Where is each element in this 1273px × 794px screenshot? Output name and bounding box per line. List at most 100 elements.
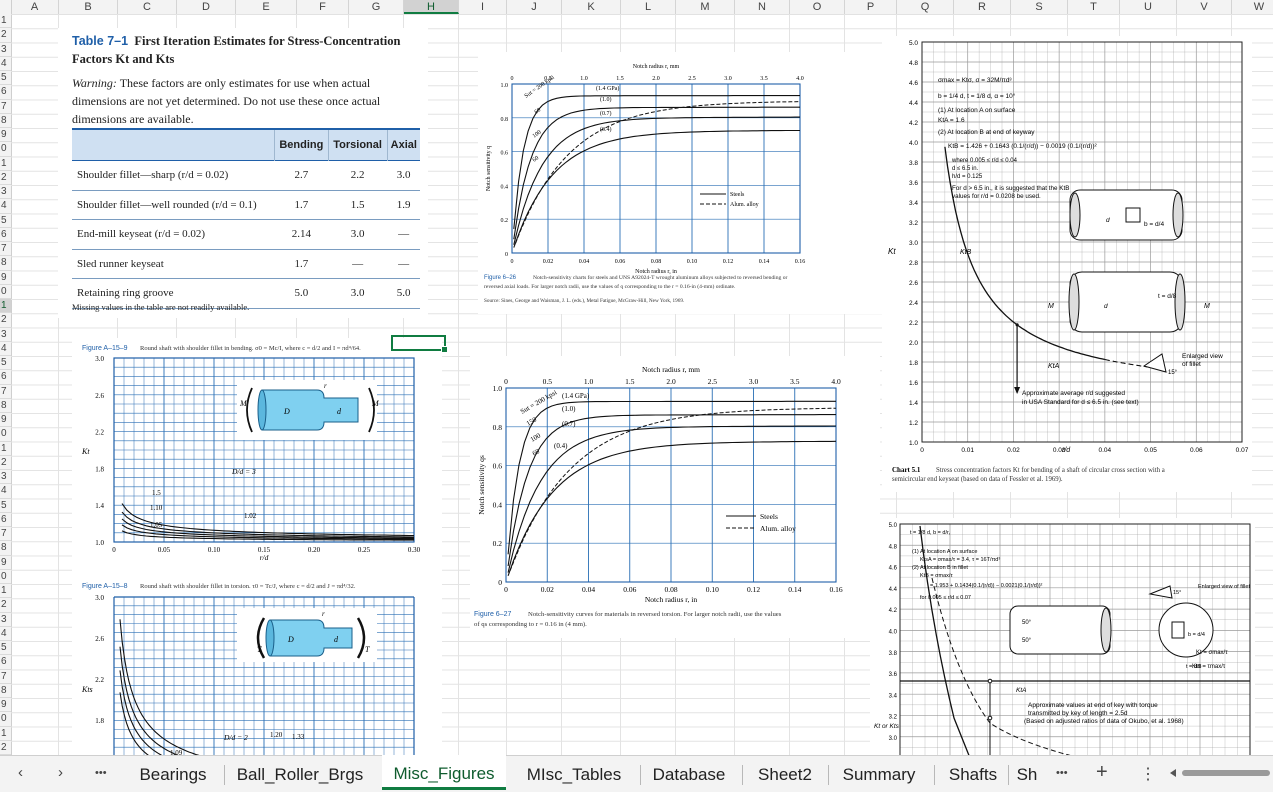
row-header[interactable]: 0 (0, 712, 11, 727)
sheet-tab-misc-figures[interactable]: Misc_Figures (382, 755, 506, 790)
row-header[interactable]: 6 (0, 85, 11, 100)
sheet-tab-database[interactable]: Database (652, 765, 726, 784)
row-header[interactable]: 9 (0, 556, 11, 570)
column-header-t[interactable]: T (1068, 0, 1120, 14)
row-header[interactable]: 8 (0, 256, 11, 271)
row-header[interactable]: 1 (0, 14, 11, 29)
row-header[interactable]: 5 (0, 214, 11, 228)
y-tick-label: 3.0 (889, 736, 898, 742)
row-header[interactable]: 2 (0, 313, 11, 328)
sheet-options-button[interactable]: ⋮ (1140, 766, 1156, 783)
column-header-f[interactable]: F (297, 0, 349, 14)
row-header[interactable]: 4 (0, 342, 11, 356)
row-header[interactable]: 2 (0, 28, 11, 43)
column-header-o[interactable]: O (790, 0, 845, 14)
column-header-v[interactable]: V (1177, 0, 1232, 14)
row-header[interactable]: 0 (0, 142, 11, 157)
scroll-left-arrow-icon[interactable] (1170, 769, 1176, 777)
row-header[interactable]: 0 (0, 285, 11, 299)
sheet-tab-bearings[interactable]: Bearings (139, 765, 207, 784)
column-header-r[interactable]: R (954, 0, 1011, 14)
x-tick-label: 0.04 (582, 585, 595, 594)
row-header[interactable]: 4 (0, 484, 11, 499)
column-header-h[interactable]: H (404, 0, 459, 14)
column-header-q[interactable]: Q (897, 0, 954, 14)
column-header-w[interactable]: W (1232, 0, 1273, 14)
row-header[interactable]: 0 (0, 570, 11, 584)
row-header[interactable]: 6 (0, 228, 11, 242)
sheet-tab-sheet2[interactable]: Sheet2 (758, 765, 812, 784)
row-header[interactable]: 7 (0, 100, 11, 114)
column-header-j[interactable]: J (507, 0, 562, 14)
sheet-tab-summary[interactable]: Summary (842, 765, 916, 784)
select-all-corner[interactable] (0, 0, 12, 14)
table-cell: 2.2 (328, 160, 388, 191)
row-header[interactable]: 3 (0, 470, 11, 485)
row-header[interactable]: 2 (0, 598, 11, 613)
row-header[interactable]: 7 (0, 670, 11, 684)
x-tick-label: 0.04 (579, 259, 590, 265)
row-header[interactable]: 0 (0, 427, 11, 442)
row-header[interactable]: 8 (0, 399, 11, 413)
row-header[interactable]: 3 (0, 43, 11, 57)
row-header[interactable]: 3 (0, 613, 11, 627)
add-sheet-button[interactable]: + (1096, 761, 1108, 783)
row-header[interactable]: 6 (0, 370, 11, 385)
row-header[interactable]: 8 (0, 114, 11, 128)
row-header[interactable]: 8 (0, 684, 11, 698)
column-header-n[interactable]: N (735, 0, 790, 14)
row-header[interactable]: 6 (0, 513, 11, 527)
row-header[interactable]: 1 (0, 442, 11, 456)
scroll-tabs-left-button[interactable]: ‹ (18, 764, 23, 781)
row-header[interactable]: 7 (0, 527, 11, 542)
row-header[interactable]: 8 (0, 541, 11, 556)
column-header-s[interactable]: S (1011, 0, 1068, 14)
more-tabs-left-button[interactable]: ••• (95, 767, 107, 779)
column-header-i[interactable]: I (459, 0, 507, 14)
scroll-tabs-right-button[interactable]: › (58, 764, 63, 781)
row-header[interactable]: 9 (0, 271, 11, 285)
row-header[interactable]: 9 (0, 413, 11, 428)
row-header[interactable]: 4 (0, 57, 11, 71)
column-header-l[interactable]: L (621, 0, 676, 14)
active-cell-selection[interactable] (391, 335, 448, 353)
more-tabs-right-button[interactable]: ••• (1056, 767, 1068, 779)
row-header[interactable]: 1 (0, 584, 11, 599)
row-header[interactable]: 2 (0, 456, 11, 470)
row-header[interactable]: 1 (0, 157, 11, 171)
row-header[interactable]: 3 (0, 328, 11, 342)
row-header[interactable]: 3 (0, 185, 11, 200)
sheet-tab-ball-roller-brgs[interactable]: Ball_Roller_Brgs (236, 765, 364, 784)
row-header[interactable]: 7 (0, 242, 11, 257)
row-header[interactable]: 2 (0, 171, 11, 185)
row-header[interactable]: 1 (0, 727, 11, 741)
sheet-tab-sh-truncated[interactable]: Sh (1016, 765, 1038, 784)
shaft-end-hatch (1100, 607, 1112, 653)
row-header[interactable]: 6 (0, 655, 11, 670)
scrollbar-thumb[interactable] (1182, 770, 1270, 776)
column-header-c[interactable]: C (118, 0, 177, 14)
column-header-p[interactable]: P (845, 0, 897, 14)
row-header[interactable]: 5 (0, 356, 11, 371)
row-header[interactable]: 4 (0, 199, 11, 214)
column-header-g[interactable]: G (349, 0, 404, 14)
column-header-m[interactable]: M (676, 0, 735, 14)
row-header[interactable]: 7 (0, 385, 11, 399)
sheet-tab-misc-tables[interactable]: MIsc_Tables (526, 765, 622, 784)
column-header-b[interactable]: B (59, 0, 118, 14)
column-header-d[interactable]: D (177, 0, 236, 14)
column-header-k[interactable]: K (562, 0, 621, 14)
row-header[interactable]: 9 (0, 698, 11, 713)
row-header[interactable]: 9 (0, 128, 11, 143)
row-header[interactable]: 4 (0, 627, 11, 641)
row-header[interactable]: 1 (0, 299, 11, 314)
row-header[interactable]: 5 (0, 499, 11, 513)
column-header-a[interactable]: A (11, 0, 59, 14)
row-header[interactable]: 2 (0, 741, 11, 755)
column-header-e[interactable]: E (236, 0, 297, 14)
row-header[interactable]: 5 (0, 71, 11, 86)
row-header[interactable]: 5 (0, 641, 11, 656)
sheet-tab-shafts[interactable]: Shafts (948, 765, 998, 784)
horizontal-scrollbar[interactable] (1170, 768, 1270, 778)
column-header-u[interactable]: U (1120, 0, 1177, 14)
